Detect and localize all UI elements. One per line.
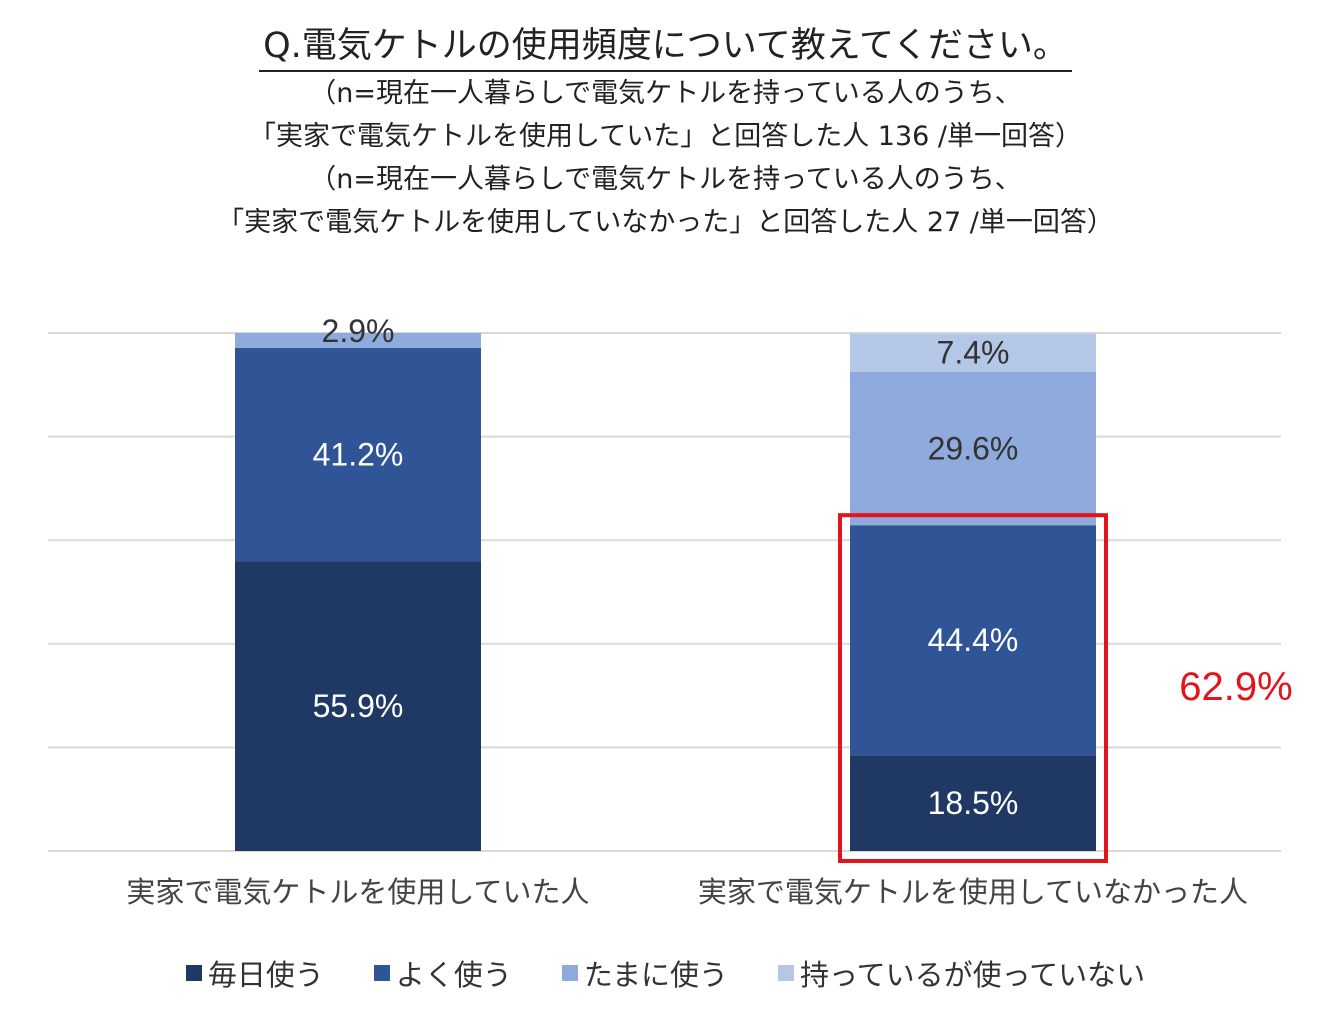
- legend-label-not-used: 持っているが使っていない: [800, 958, 1146, 992]
- legend-item-often: よく使う: [373, 952, 512, 994]
- legend-swatch-daily: [185, 965, 202, 981]
- subtitle-line-3: （n=現在一人暮らしで電気ケトルを持っている人のうち、: [309, 164, 1022, 195]
- legend-swatch-sometimes: [561, 965, 578, 981]
- chart-title: Q.電気ケトルの使用頻度について教えてください。: [259, 24, 1072, 72]
- highlight-total-label: 62.9%: [1179, 665, 1292, 709]
- bar-segment-daily-2: [850, 755, 1096, 851]
- data-label-daily-2: 18.5%: [928, 785, 1019, 821]
- legend-label-often: よく使う: [395, 958, 512, 992]
- bar-segment-daily-1: [235, 561, 481, 851]
- highlight-box: [838, 513, 1108, 863]
- category-label-2: 実家で電気ケトルを使用していなかった人: [698, 875, 1248, 909]
- data-label-often-1: 41.2%: [313, 437, 404, 473]
- data-label-sometimes-1: 2.9%: [322, 313, 395, 349]
- subtitle-line-1: （n=現在一人暮らしで電気ケトルを持っている人のうち、: [309, 78, 1022, 109]
- legend-item-not-used: 持っているが使っていない: [778, 952, 1145, 994]
- data-label-sometimes-2: 29.6%: [928, 431, 1019, 467]
- category-label-1: 実家で電気ケトルを使用していた人: [126, 875, 589, 909]
- legend-swatch-often: [373, 965, 390, 981]
- legend-item-sometimes: たまに使う: [561, 952, 729, 994]
- chart-header: Q.電気ケトルの使用頻度について教えてください。 （n=現在一人暮らしで電気ケト…: [0, 0, 1331, 244]
- legend-label-daily: 毎日使う: [207, 958, 324, 992]
- bar-segment-often-2: [850, 525, 1096, 756]
- bar-segment-sometimes-1: [235, 333, 481, 349]
- legend-label-sometimes: たまに使う: [583, 958, 729, 992]
- subtitle-line-4: 「実家で電気ケトルを使用していなかった」と回答した人 27 /単一回答）: [217, 207, 1114, 238]
- data-label-often-2: 44.4%: [928, 622, 1019, 658]
- bar-segment-sometimes-2: [850, 371, 1096, 526]
- bar-segment-often-1: [235, 348, 481, 562]
- legend: 毎日使う よく使う たまに使う 持っているが使っていない: [0, 952, 1331, 994]
- bar-segment-not-used-2: [850, 333, 1096, 372]
- legend-swatch-not-used: [778, 965, 795, 981]
- subtitle-line-2: 「実家で電気ケトルを使用していた」と回答した人 136 /単一回答）: [249, 121, 1082, 152]
- legend-item-daily: 毎日使う: [185, 952, 324, 994]
- data-label-not-used-2: 7.4%: [937, 335, 1010, 371]
- data-label-daily-1: 55.9%: [313, 688, 404, 724]
